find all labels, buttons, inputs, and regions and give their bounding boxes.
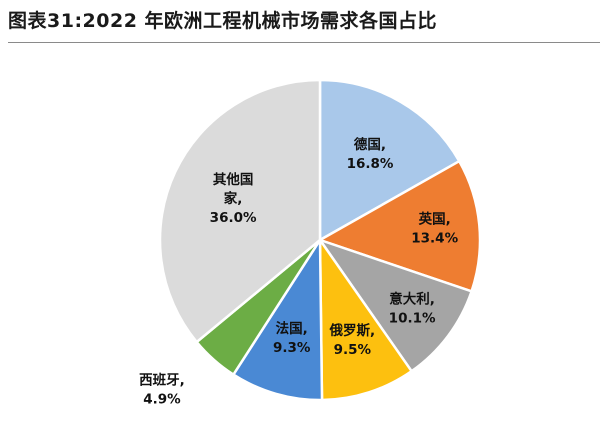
pie-label-5: 法国, 9.3% xyxy=(273,320,311,356)
pie-label-2: 英国, 13.4% xyxy=(411,211,458,247)
pie-label-line: 36.0% xyxy=(210,210,257,226)
pie-label-line: 法国, xyxy=(276,320,308,337)
pie-label-4: 俄罗斯, 9.5% xyxy=(328,322,375,358)
pie-label-1: 德国, 16.8% xyxy=(347,136,394,172)
pie-label-line: 16.8% xyxy=(347,156,394,172)
pie-slice-7 xyxy=(158,78,322,344)
pie-label-line: 13.4% xyxy=(411,231,458,247)
pie-slice-5 xyxy=(231,235,324,402)
pie-label-line: 德国, xyxy=(354,136,386,153)
pie-slice-4 xyxy=(318,235,414,402)
pie-label-line: 4.9% xyxy=(143,392,181,408)
pie-label-line: 家, xyxy=(224,190,243,207)
pie-label-line: 英国, xyxy=(418,211,451,228)
pie-slice-3 xyxy=(316,237,474,373)
pie-slice-1 xyxy=(318,78,461,243)
pie-label-line: 9.5% xyxy=(334,342,372,358)
title-divider xyxy=(8,42,600,43)
pie-label-3: 意大利, 10.1% xyxy=(389,291,436,327)
pie-label-line: 西班牙, xyxy=(139,372,185,389)
pie-label-6: 西班牙, 4.9% xyxy=(139,372,185,408)
pie-label-line: 俄罗斯, xyxy=(328,322,375,339)
chart-title: 图表31:2022 年欧洲工程机械市场需求各国占比 xyxy=(8,10,438,32)
pie-label-line: 其他国 xyxy=(213,171,254,188)
pie-label-line: 意大利, xyxy=(389,291,435,308)
pie-slice-2 xyxy=(316,159,482,293)
pie-label-line: 10.1% xyxy=(389,311,436,327)
pie-label-line: 9.3% xyxy=(273,340,311,356)
